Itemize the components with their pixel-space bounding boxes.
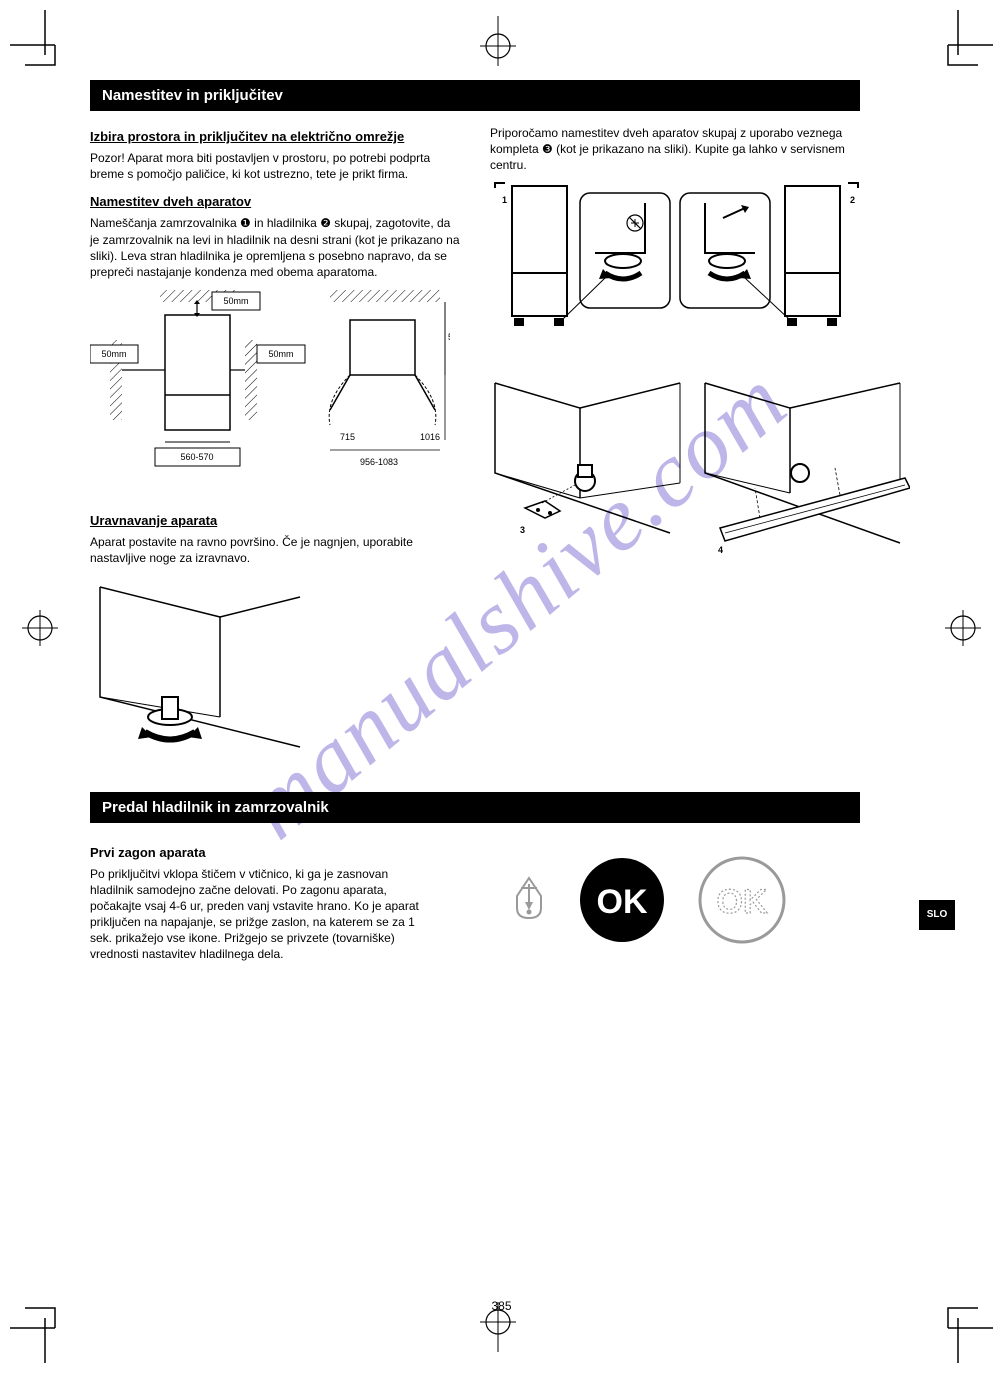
body-text-levelling: Aparat postavite na ravno površino. Če j… (90, 534, 460, 566)
registration-mark-right (945, 610, 981, 651)
section-header-compartments: Predal hladilnik in zamrzovalnik (90, 792, 860, 823)
registration-mark-top (480, 16, 516, 71)
svg-text:1: 1 (502, 195, 507, 205)
svg-text:50mm: 50mm (268, 349, 293, 359)
svg-text:2: 2 (850, 195, 855, 205)
crop-mark-tr (933, 10, 993, 70)
svg-text:50mm: 50mm (223, 296, 248, 306)
svg-text:550: 550 (448, 332, 450, 342)
subsection-title-two-appliances: Namestitev dveh aparatov (90, 194, 468, 209)
svg-text:OK: OK (597, 883, 648, 921)
diagram-levelling-foot (90, 577, 468, 762)
diagram-linking-kit: 3 4 (490, 373, 910, 578)
section-header-text: Namestitev in priključitev (102, 87, 283, 104)
ok-badge-outline: OK (697, 855, 787, 950)
svg-text:956-1083: 956-1083 (360, 457, 398, 467)
language-code: SLO (927, 909, 948, 920)
svg-text:715: 715 (340, 432, 355, 442)
svg-text:560-570: 560-570 (180, 452, 213, 462)
svg-text:3: 3 (520, 525, 525, 535)
page-number: 385 (491, 1299, 511, 1313)
crop-mark-bl (10, 1303, 70, 1363)
diagram-pair-appliances: 1 (490, 178, 910, 343)
page-content: Namestitev in priključitev Izbira prosto… (90, 80, 910, 963)
registration-mark-left (22, 610, 58, 651)
ok-badge-filled: OK (577, 855, 667, 950)
section-header-installation: Namestitev in priključitev (90, 80, 860, 111)
subsection-title-location: Izbira prostora in priključitev na elekt… (90, 129, 468, 144)
diagram-clearances: 50mm 50mm 50mm 560-570 (90, 290, 468, 495)
svg-text:1016: 1016 (420, 432, 440, 442)
subsection-title-startup: Prvi zagon aparata (90, 845, 489, 860)
subsection-title-levelling: Uravnavanje aparata (90, 513, 468, 528)
svg-text:4: 4 (718, 545, 723, 555)
crop-mark-tl (10, 10, 70, 70)
body-text-two-appliances-2: Priporočamo namestitev dveh aparatov sku… (490, 125, 860, 174)
body-text-two-appliances: Nameščanja zamrzovalnika ❶ in hladilnika… (90, 215, 460, 280)
crop-mark-br (933, 1303, 993, 1363)
body-text-location: Pozor! Aparat mora biti postavljen v pro… (90, 150, 460, 182)
section-header-text-2: Predal hladilnik in zamrzovalnik (102, 799, 329, 816)
svg-text:50mm: 50mm (101, 349, 126, 359)
language-tab: SLO (919, 900, 955, 930)
drop-seal-icon (511, 876, 547, 929)
svg-text:OK: OK (717, 883, 768, 921)
body-text-startup: Po priključitvi vklopa štičem v vtičnico… (90, 866, 430, 963)
